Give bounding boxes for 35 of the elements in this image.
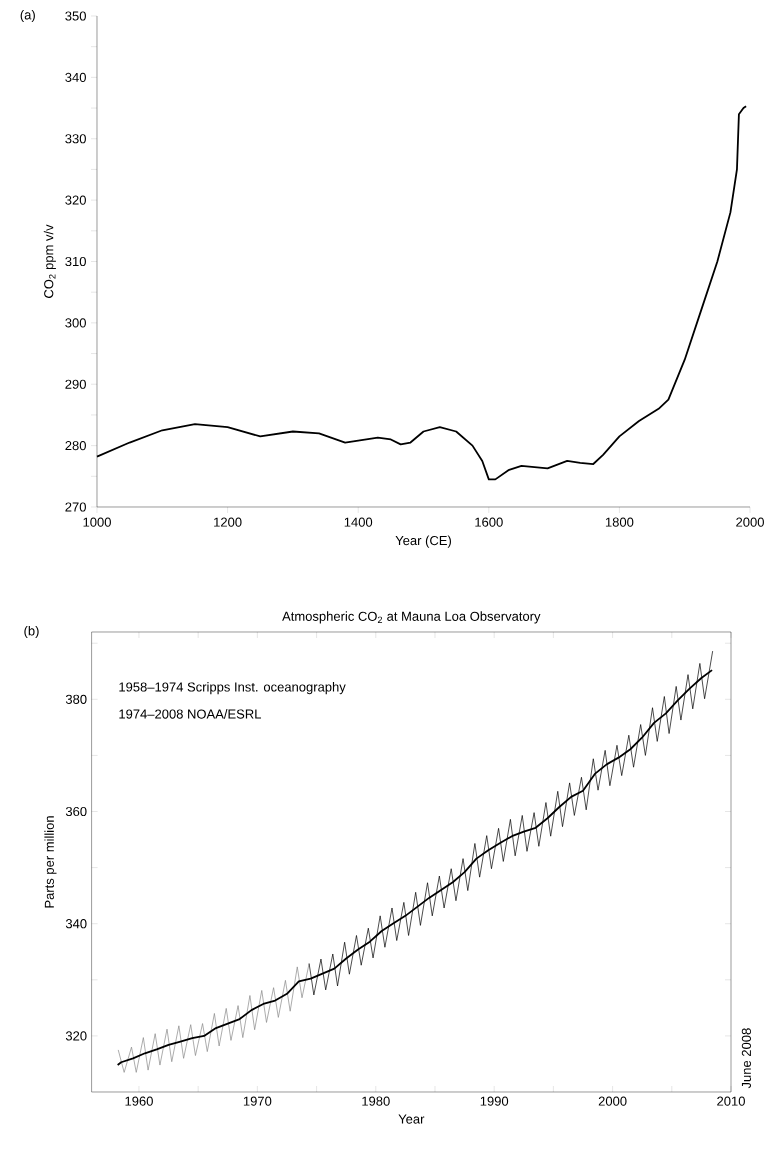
x-tick-label: 2000 [736, 517, 764, 527]
x-tick-label: 1980 [362, 1096, 390, 1106]
text: (b) [24, 625, 39, 639]
text: (a) [20, 9, 35, 23]
y-tick-label: 330 [65, 134, 86, 144]
y-axis-title: CO$_{2}$ ppm v/v [43, 224, 56, 298]
y-tick-label: 380 [65, 694, 87, 704]
chart-title: Atmospheric CO$_{2}$ at Mauna Loa Observatory [282, 611, 541, 624]
x-tick-label: 2000 [598, 1096, 627, 1106]
y-tick-label: 340 [65, 919, 87, 929]
y-tick-label: 320 [65, 1031, 87, 1041]
x-tick-label: 1400 [344, 517, 373, 527]
y-tick-label: 340 [65, 72, 86, 82]
x-tick-label: 1970 [243, 1096, 272, 1106]
y-axis-title: Parts per million [44, 816, 57, 908]
x-tick-label: 1000 [83, 517, 111, 527]
y-tick-label: 280 [65, 441, 86, 451]
x-tick-label: 1200 [214, 517, 242, 527]
y-tick-label: 310 [65, 256, 86, 267]
x-tick-label: 1600 [475, 517, 503, 527]
annotation: 1958–1974 Scripps Inst. oceanography [119, 682, 346, 695]
x-tick-label: 1990 [480, 1096, 509, 1106]
y-tick-label: 270 [65, 502, 86, 512]
x-axis-title: Year (CE) [395, 535, 451, 548]
x-tick-label: 2010 [717, 1096, 745, 1106]
y-tick-label: 350 [65, 11, 86, 21]
y-tick-label: 290 [65, 379, 86, 389]
text: June 2008 [741, 1028, 751, 1089]
x-axis-title: Year [398, 1114, 425, 1124]
y-tick-label: 300 [65, 318, 86, 328]
y-tick-label: 360 [65, 806, 87, 817]
x-tick-label: 1960 [125, 1096, 153, 1106]
y-tick-label: 320 [65, 195, 86, 205]
x-tick-label: 1800 [605, 517, 634, 527]
annotation: 1974–2008 NOAA/ESRL [119, 709, 262, 719]
